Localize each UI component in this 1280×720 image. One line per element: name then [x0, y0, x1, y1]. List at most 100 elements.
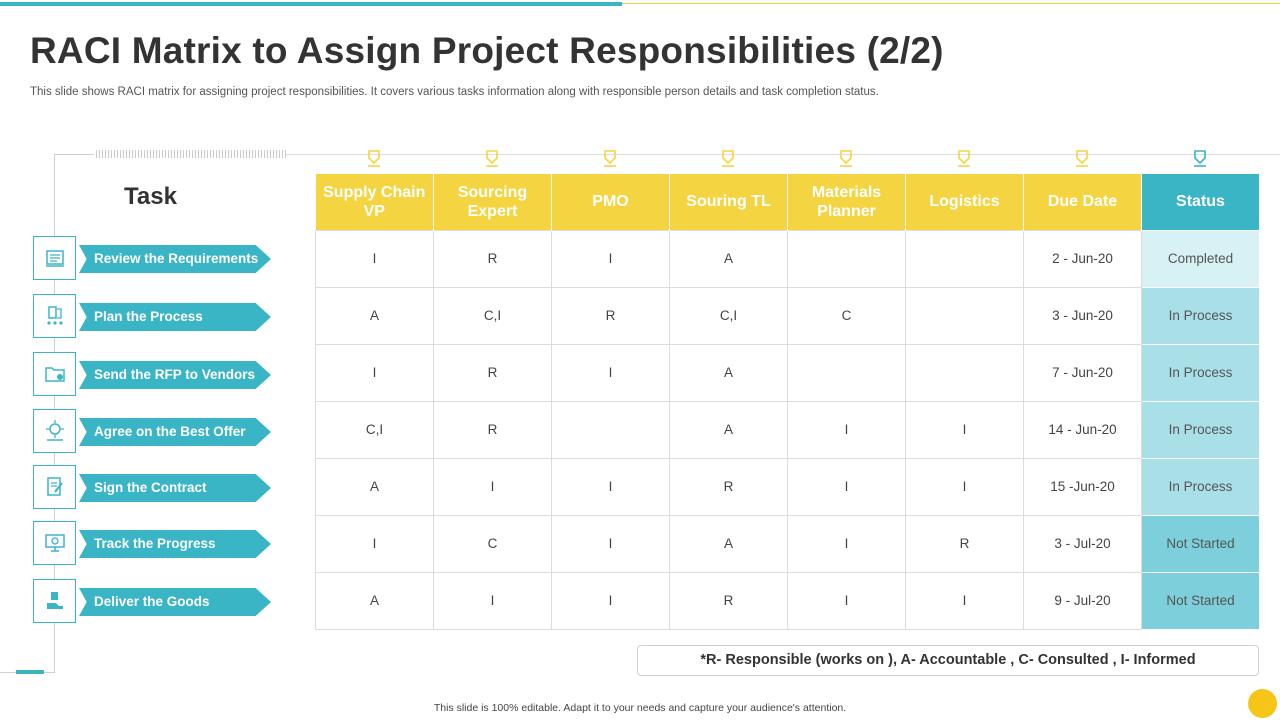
status-badge: Completed: [1141, 229, 1260, 288]
column-header: Status: [1141, 174, 1260, 230]
raci-cell: R: [433, 229, 552, 288]
folder-send-icon: [33, 352, 76, 396]
column-marker-icon: [1193, 150, 1207, 168]
raci-cell: I: [315, 343, 434, 402]
raci-cell: I: [315, 514, 434, 573]
column-marker-icon: [721, 150, 735, 168]
raci-cell: I: [315, 229, 434, 288]
status-badge: In Process: [1141, 343, 1260, 402]
raci-cell: C: [433, 514, 552, 573]
due-date-cell: 2 - Jun-20: [1023, 229, 1142, 288]
due-date-cell: 9 - Jul-20: [1023, 571, 1142, 630]
frame-line: [286, 154, 1280, 155]
raci-cell: I: [905, 457, 1024, 516]
raci-header-row: Supply Chain VP Sourcing Expert PMO Souring…: [315, 174, 1260, 230]
task-label: Sign the Contract: [94, 480, 207, 495]
task-heading: Task: [124, 183, 177, 210]
task-label: Send the RFP to Vendors: [94, 367, 256, 382]
column-header: Sourcing Expert: [433, 174, 552, 230]
raci-cell: I: [433, 571, 552, 630]
task-arrow-banner: [79, 418, 271, 446]
column-marker-icon: [839, 150, 853, 168]
task-label: Deliver the Goods: [94, 594, 210, 609]
raci-cell: R: [433, 400, 552, 459]
column-header: Souring TL: [669, 174, 788, 230]
task-arrow-banner: [79, 530, 271, 558]
status-badge: In Process: [1141, 400, 1260, 459]
raci-cell: [787, 229, 906, 288]
raci-cell: I: [787, 514, 906, 573]
raci-cell: [905, 286, 1024, 345]
raci-cell: C: [787, 286, 906, 345]
column-header: Logistics: [905, 174, 1024, 230]
delivery-icon: [33, 579, 76, 623]
column-header: Supply Chain VP: [315, 174, 434, 230]
raci-cell: A: [315, 571, 434, 630]
task-arrow-banner: [79, 474, 271, 502]
top-accent-line: [622, 3, 1280, 4]
column-marker-icon: [957, 150, 971, 168]
raci-cell: A: [315, 457, 434, 516]
column-header: Due Date: [1023, 174, 1142, 230]
raci-cell: R: [905, 514, 1024, 573]
column-marker-icon: [367, 150, 381, 168]
raci-cell: I: [551, 229, 670, 288]
raci-cell: I: [551, 343, 670, 402]
raci-cell: I: [787, 457, 906, 516]
raci-cell: [787, 343, 906, 402]
raci-cell: A: [669, 514, 788, 573]
raci-cell: C,I: [315, 400, 434, 459]
top-accent-bar: [0, 2, 622, 6]
raci-cell: A: [669, 229, 788, 288]
frame-line: [54, 154, 94, 155]
frame-accent: [16, 670, 44, 674]
table-row: A C,I R C,I C 3 - Jun-20 In Process: [315, 286, 1260, 345]
due-date-cell: 7 - Jun-20: [1023, 343, 1142, 402]
raci-cell: I: [787, 571, 906, 630]
raci-cell: C,I: [433, 286, 552, 345]
corner-circle-decoration: [1248, 689, 1277, 718]
task-item: Track the Progress: [33, 521, 273, 565]
footer-note: This slide is 100% editable. Adapt it to…: [433, 702, 847, 714]
raci-cell: I: [787, 400, 906, 459]
due-date-cell: 14 - Jun-20: [1023, 400, 1142, 459]
frame-hatch-decoration: [96, 150, 286, 158]
raci-cell: [905, 229, 1024, 288]
task-arrow-banner: [79, 303, 271, 331]
raci-cell: I: [905, 571, 1024, 630]
task-item: Send the RFP to Vendors: [33, 352, 273, 396]
raci-cell: R: [669, 457, 788, 516]
task-arrow-banner: [79, 361, 271, 389]
raci-cell: R: [433, 343, 552, 402]
raci-table: Supply Chain VP Sourcing Expert PMO Souring…: [315, 174, 1260, 630]
raci-cell: I: [551, 571, 670, 630]
raci-cell: I: [551, 514, 670, 573]
planning-icon: [33, 294, 76, 338]
raci-legend: *R- Responsible (works on ), A- Accounta…: [637, 645, 1259, 676]
due-date-cell: 3 - Jul-20: [1023, 514, 1142, 573]
task-arrow-banner: [79, 588, 271, 616]
raci-cell: A: [669, 400, 788, 459]
task-item: Deliver the Goods: [33, 579, 273, 623]
status-badge: In Process: [1141, 286, 1260, 345]
raci-cell: I: [551, 457, 670, 516]
raci-cell: A: [315, 286, 434, 345]
column-marker-icon: [1075, 150, 1089, 168]
due-date-cell: 15 -Jun-20: [1023, 457, 1142, 516]
column-header: Materials Planner: [787, 174, 906, 230]
raci-cell: I: [433, 457, 552, 516]
raci-cell: C,I: [669, 286, 788, 345]
task-label: Agree on the Best Offer: [94, 424, 246, 439]
column-marker-icon: [485, 150, 499, 168]
status-badge: Not Started: [1141, 514, 1260, 573]
handshake-offer-icon: [33, 409, 76, 453]
contract-sign-icon: [33, 465, 76, 509]
due-date-cell: 3 - Jun-20: [1023, 286, 1142, 345]
slide-subtitle: This slide shows RACI matrix for assigni…: [30, 86, 879, 98]
table-row: A I I R I I 15 -Jun-20 In Process: [315, 457, 1260, 516]
raci-cell: [905, 343, 1024, 402]
